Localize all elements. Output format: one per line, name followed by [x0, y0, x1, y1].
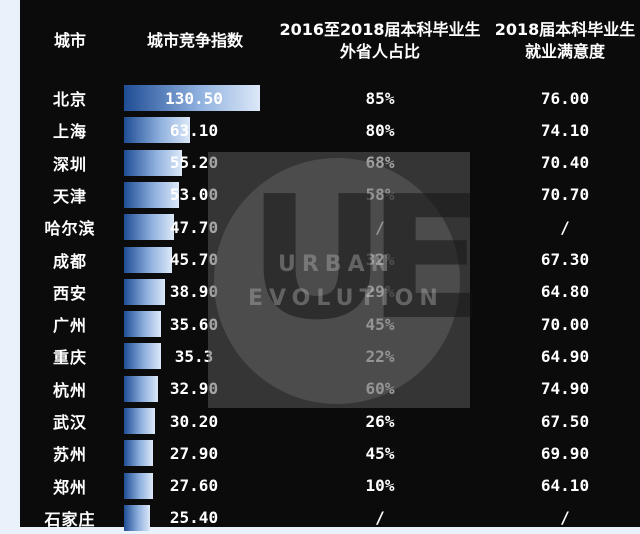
employment-satisfaction: 64.90: [540, 346, 590, 366]
index-value: 35.3: [174, 346, 214, 366]
city-name: 苏州: [52, 445, 87, 465]
table-row: 北京 130.50 85% 76.00: [20, 82, 640, 114]
employment-satisfaction: /: [560, 217, 570, 237]
header-city: 城市: [53, 31, 86, 50]
table-row: 哈尔滨 47.70 / /: [20, 211, 640, 243]
city-name: 石家庄: [44, 509, 96, 529]
city-name: 成都: [52, 251, 87, 271]
table-row: 重庆 35.3 22% 64.90: [20, 340, 640, 372]
index-value: 38.90: [169, 282, 219, 302]
table-row: 深圳 55.20 68% 70.40: [20, 147, 640, 179]
employment-satisfaction: 74.10: [540, 120, 590, 140]
table-row: 郑州 27.60 10% 64.10: [20, 470, 640, 502]
header-out-of-province-ratio: 2016至2018届本科毕业生 外省人占比: [279, 20, 481, 61]
out-of-province-ratio: 58%: [365, 185, 395, 205]
out-of-province-ratio: 80%: [365, 120, 395, 140]
employment-satisfaction: 64.10: [540, 476, 590, 496]
city-name: 天津: [52, 186, 87, 206]
index-value: 45.70: [169, 250, 219, 269]
city-name: 广州: [52, 316, 87, 336]
table-row: 天津 53.00 58% 70.70: [20, 179, 640, 211]
employment-satisfaction: 67.50: [540, 411, 590, 431]
out-of-province-ratio: 68%: [365, 153, 395, 173]
city-name: 郑州: [52, 477, 87, 497]
index-value: 27.60: [169, 476, 219, 496]
city-name: 北京: [52, 90, 87, 109]
city-name: 深圳: [52, 154, 87, 174]
index-value: 25.40: [169, 508, 219, 528]
employment-satisfaction: 74.90: [540, 379, 590, 399]
index-bar: [124, 149, 182, 176]
employment-satisfaction: 64.80: [540, 282, 590, 302]
out-of-province-ratio: 26%: [365, 411, 395, 431]
out-of-province-ratio: 22%: [365, 346, 395, 366]
employment-satisfaction: 69.90: [540, 443, 590, 463]
index-value: 30.20: [169, 411, 219, 431]
city-name: 武汉: [52, 413, 87, 432]
index-bar: [124, 117, 190, 144]
header-employment-satisfaction: 2018届本科毕业生 就业满意度: [494, 20, 636, 61]
index-bar: [124, 181, 179, 208]
out-of-province-ratio: 45%: [365, 443, 395, 463]
index-value: 47.70: [169, 217, 219, 237]
data-table: 城市 城市竞争指数 2016至2018届本科毕业生 外省人占比 2018届本科毕…: [20, 0, 640, 531]
index-bar: [124, 85, 260, 111]
out-of-province-ratio: 29%: [365, 282, 395, 302]
out-of-province-ratio: 32%: [365, 250, 395, 269]
city-name: 西安: [52, 283, 87, 303]
city-name: 重庆: [52, 348, 87, 368]
index-value: 55.20: [169, 153, 219, 173]
table-row: 广州 35.60 45% 70.00: [20, 308, 640, 340]
table-header: 城市 城市竞争指数 2016至2018届本科毕业生 外省人占比 2018届本科毕…: [20, 0, 640, 82]
index-bar: [124, 278, 165, 305]
city-name: 哈尔滨: [44, 219, 96, 239]
table-row: 西安 38.90 29% 64.80: [20, 276, 640, 308]
table-row: 上海 63.10 80% 74.10: [20, 114, 640, 146]
out-of-province-ratio: 45%: [365, 314, 395, 334]
index-bar: [124, 343, 161, 370]
out-of-province-ratio: /: [375, 508, 385, 528]
city-name: 杭州: [52, 380, 87, 400]
table-row: 苏州 27.90 45% 69.90: [20, 437, 640, 469]
table-row: 石家庄 25.40 / /: [20, 502, 640, 534]
employment-satisfaction: 76.00: [540, 88, 590, 108]
index-value: 53.00: [169, 185, 219, 205]
header-competition-index: 城市竞争指数: [146, 31, 243, 50]
employment-satisfaction: 70.00: [540, 314, 590, 334]
index-bar: [124, 375, 158, 402]
index-bar: [124, 408, 155, 434]
table-row: 成都 45.70 32% 67.30: [20, 244, 640, 276]
index-value: 32.90: [169, 379, 219, 399]
employment-satisfaction: 70.40: [540, 153, 590, 173]
city-name: 上海: [52, 122, 87, 142]
employment-satisfaction: 67.30: [540, 250, 590, 269]
employment-satisfaction: /: [560, 508, 570, 528]
index-value: 27.90: [169, 443, 219, 463]
index-value: 63.10: [169, 120, 219, 140]
index-value: 35.60: [169, 314, 219, 334]
out-of-province-ratio: /: [375, 217, 385, 237]
index-value: 130.50: [165, 88, 223, 108]
table-row: 武汉 30.20 26% 67.50: [20, 405, 640, 437]
employment-satisfaction: 70.70: [540, 185, 590, 205]
index-bar: [124, 214, 174, 241]
out-of-province-ratio: 60%: [365, 379, 395, 399]
index-bar: [124, 246, 172, 273]
index-bar: [124, 472, 153, 499]
out-of-province-ratio: 85%: [365, 88, 395, 108]
index-bar: [124, 311, 161, 338]
out-of-province-ratio: 10%: [365, 476, 395, 496]
index-bar: [124, 440, 153, 467]
table-row: 杭州 32.90 60% 74.90: [20, 373, 640, 405]
